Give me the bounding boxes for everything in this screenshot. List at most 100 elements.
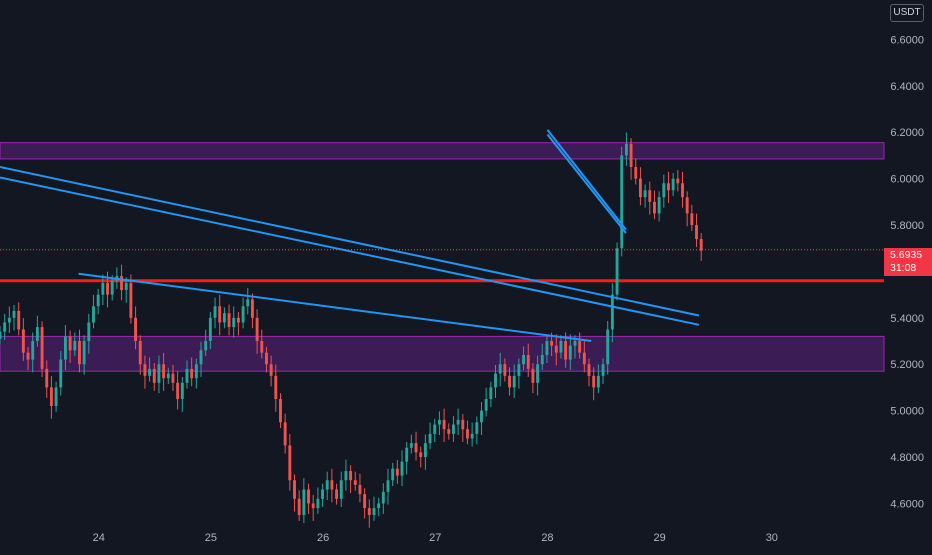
candle-body xyxy=(176,382,180,400)
candle-body xyxy=(498,364,502,374)
candle-body xyxy=(7,317,11,323)
candle-body xyxy=(297,498,301,516)
trendline[interactable] xyxy=(0,166,700,317)
price-tick-label: 6.4000 xyxy=(890,81,924,93)
time-tick-label: 25 xyxy=(205,532,217,544)
candle-body xyxy=(101,283,105,295)
candle-body xyxy=(311,503,315,509)
candle-body xyxy=(414,443,418,453)
candle-body xyxy=(676,178,680,184)
candle-body xyxy=(330,480,334,490)
time-tick-label: 26 xyxy=(317,532,329,544)
candle-body xyxy=(283,422,287,446)
candle-body xyxy=(494,373,497,388)
candle-body xyxy=(592,375,596,388)
price-tick-label: 6.0000 xyxy=(890,174,924,186)
candle-body xyxy=(367,508,371,516)
candle-body xyxy=(162,364,166,379)
candle-body xyxy=(199,350,203,365)
time-tick-label: 29 xyxy=(654,532,666,544)
candle-body xyxy=(358,484,362,495)
candle-body xyxy=(148,368,152,376)
price-tick-label: 5.8000 xyxy=(890,220,924,232)
bar-countdown: 31:08 xyxy=(890,262,917,274)
candle-body xyxy=(279,399,282,423)
candle-body xyxy=(671,178,675,191)
candle-body xyxy=(339,480,343,499)
price-tick-label: 5.4000 xyxy=(890,313,924,325)
candle-body xyxy=(624,143,628,156)
candle-body xyxy=(78,341,81,365)
candle-body xyxy=(582,352,586,365)
candle-body xyxy=(180,382,184,400)
supply-demand-zone[interactable] xyxy=(0,142,885,160)
candle-body xyxy=(578,341,582,353)
candle-body xyxy=(190,368,194,379)
candle-body xyxy=(470,433,474,439)
candle-body xyxy=(381,491,385,504)
candle-body xyxy=(288,445,292,481)
candle-body xyxy=(587,364,591,376)
candle-body xyxy=(87,322,91,342)
price-tick-label: 4.8000 xyxy=(890,452,924,464)
candle-body xyxy=(559,341,563,353)
trendline[interactable] xyxy=(0,176,700,326)
candle-body xyxy=(185,368,189,383)
candle-body xyxy=(433,424,437,434)
candle-body xyxy=(344,470,348,481)
candle-body xyxy=(236,317,240,323)
time-axis[interactable]: 24 25 26 27 28 29 30 xyxy=(93,532,778,544)
candle-body xyxy=(274,375,278,400)
candle-body xyxy=(26,352,30,360)
candle-body xyxy=(269,364,273,376)
candle-body xyxy=(49,387,53,406)
candle-body xyxy=(508,375,511,388)
candle-body xyxy=(550,341,554,346)
candle-body xyxy=(293,480,296,499)
candle-body xyxy=(480,410,483,423)
candle-body xyxy=(517,364,521,376)
candle-body xyxy=(335,489,339,499)
candle-body xyxy=(568,345,572,360)
trendline[interactable] xyxy=(78,272,592,343)
trendline[interactable] xyxy=(546,133,627,234)
candle-body xyxy=(512,375,516,388)
candle-body xyxy=(601,364,605,376)
candle-body xyxy=(265,352,268,365)
candle-body xyxy=(0,331,2,339)
candle-body xyxy=(213,306,217,318)
candle-body xyxy=(134,317,138,342)
candle-body xyxy=(681,183,684,198)
candle-body xyxy=(194,364,198,379)
candle-body xyxy=(596,375,600,388)
candle-body xyxy=(634,167,638,179)
time-tick-label: 27 xyxy=(429,532,441,544)
candle-body xyxy=(522,354,526,365)
candle-body xyxy=(391,468,395,481)
candle-body xyxy=(208,317,212,342)
trendline[interactable] xyxy=(546,129,627,231)
candle-body xyxy=(166,373,170,379)
candle-body xyxy=(695,225,698,239)
supply-demand-zone[interactable] xyxy=(0,335,885,372)
candle-body xyxy=(484,399,488,411)
candle-body xyxy=(386,480,390,492)
candle-body xyxy=(662,183,666,198)
candle-body xyxy=(250,299,254,318)
candle-body xyxy=(232,317,236,328)
candle-body xyxy=(372,508,376,516)
candle-body xyxy=(648,190,652,202)
candle-body xyxy=(204,341,208,351)
candle-body xyxy=(302,489,306,516)
candle-body xyxy=(531,368,535,383)
candle-body xyxy=(442,419,446,430)
currency-badge[interactable]: USDT xyxy=(890,4,924,22)
candle-body xyxy=(419,452,423,458)
time-tick-label: 30 xyxy=(766,532,778,544)
candle-body xyxy=(540,354,544,365)
candle-body xyxy=(377,503,381,509)
candle-body xyxy=(120,276,123,290)
candle-body xyxy=(157,364,161,383)
